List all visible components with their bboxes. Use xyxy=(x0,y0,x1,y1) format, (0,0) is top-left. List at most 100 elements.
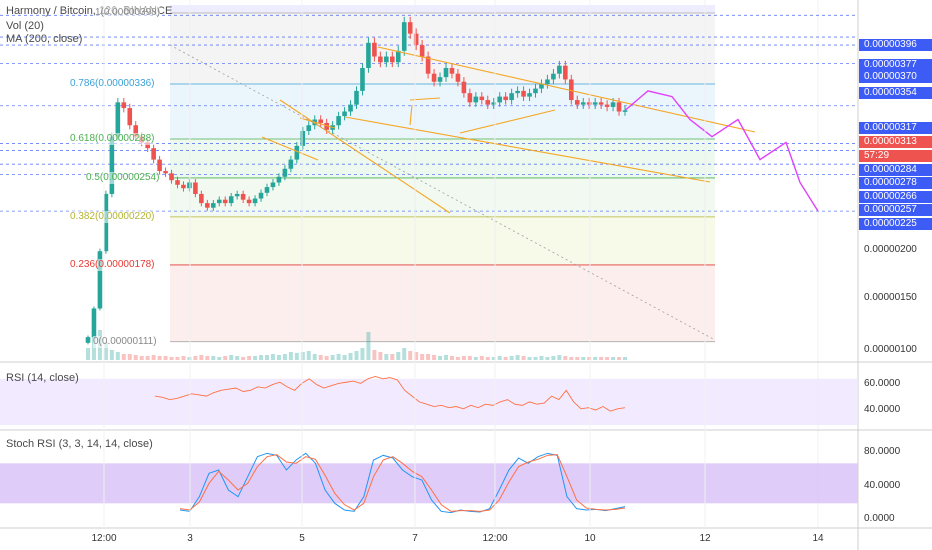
candle-body xyxy=(276,176,282,183)
candle-body xyxy=(539,84,544,89)
volume-bar xyxy=(211,356,216,360)
trendline xyxy=(261,136,319,161)
price-tag[interactable]: 0.00000377 xyxy=(859,59,932,71)
candle-body xyxy=(127,108,133,126)
price-tag[interactable]: 0.00000317 xyxy=(859,122,932,134)
volume-bar xyxy=(623,357,627,360)
candle-body xyxy=(294,145,300,160)
volume-indicator-label[interactable]: Vol (20) xyxy=(6,20,44,32)
stoch-band xyxy=(0,463,858,504)
price-tag[interactable]: 0.00000266 xyxy=(859,191,932,203)
candle-body xyxy=(604,104,610,107)
stoch-line xyxy=(179,452,626,514)
stoch-pane-title[interactable]: Stoch RSI (3, 3, 14, 14, close) xyxy=(6,438,153,450)
volume-bar xyxy=(86,348,90,360)
volume-bar xyxy=(444,355,448,360)
volume-bar xyxy=(563,356,568,360)
candle-body xyxy=(384,56,389,63)
candle-body xyxy=(443,67,449,78)
candle-body xyxy=(282,168,288,177)
volume-bar xyxy=(473,357,478,360)
volume-bar xyxy=(265,355,269,360)
candle-body xyxy=(580,102,586,105)
fib-diagonal xyxy=(169,44,716,341)
volume-bar xyxy=(527,357,532,360)
volume-bar xyxy=(497,356,502,360)
volume-bar xyxy=(247,356,252,360)
candle-body xyxy=(461,81,467,94)
volume-bar xyxy=(432,355,437,360)
candle-body xyxy=(288,159,294,169)
volume-bar xyxy=(324,356,329,360)
price-tag[interactable]: 0.00000370 xyxy=(859,71,932,83)
fib-level-label: 0.786(0.00000336) xyxy=(70,78,155,91)
volume-bar xyxy=(270,354,275,360)
volume-bar xyxy=(581,357,586,360)
volume-bar xyxy=(127,354,132,360)
fib-level-label: 0.618(0.00000288) xyxy=(70,132,155,145)
volume-bar xyxy=(455,357,460,360)
rsi-pane-title[interactable]: RSI (14, close) xyxy=(6,372,79,384)
volume-bar xyxy=(467,356,472,360)
price-tag[interactable]: 0.00000225 xyxy=(859,218,932,230)
candle-body xyxy=(586,102,592,105)
fib-level-label: 0.236(0.00000178) xyxy=(70,258,155,271)
volume-bar xyxy=(145,356,150,360)
volume-bar xyxy=(300,352,305,360)
volume-bar xyxy=(605,357,610,360)
candle-body xyxy=(85,337,91,343)
volume-bar xyxy=(414,352,419,360)
axis-scale-label: 0.00000100 xyxy=(864,344,917,355)
candle-body xyxy=(211,203,216,208)
candle-body xyxy=(479,96,485,101)
candle-body xyxy=(354,90,359,105)
candle-body xyxy=(360,67,365,91)
candle-body xyxy=(378,56,383,63)
candle-body xyxy=(348,104,353,112)
volume-bar xyxy=(485,357,490,360)
volume-bar xyxy=(461,356,466,360)
candle-body xyxy=(169,173,174,181)
price-tag[interactable]: 57:29 xyxy=(859,150,932,162)
volume-bar xyxy=(193,356,198,360)
volume-bar xyxy=(515,355,520,360)
fib-band xyxy=(170,13,715,85)
volume-bar xyxy=(199,355,204,360)
candle-body xyxy=(216,199,222,204)
axis-scale-label: 40.0000 xyxy=(864,404,901,415)
price-tag[interactable]: 0.00000313 xyxy=(859,136,932,148)
candle-body xyxy=(300,130,306,146)
price-tag[interactable]: 0.00000396 xyxy=(859,39,932,51)
price-tag[interactable]: 0.00000284 xyxy=(859,164,932,176)
candle-body xyxy=(425,56,431,74)
candle-body xyxy=(598,102,604,105)
trendline xyxy=(459,109,556,134)
volume-bar xyxy=(157,356,162,360)
candle-body xyxy=(342,111,347,117)
volume-bar xyxy=(282,354,287,360)
trendline xyxy=(299,117,336,129)
axis-scale-label: 40.0000 xyxy=(864,480,901,491)
volume-bar xyxy=(235,356,240,360)
price-tag[interactable]: 0.00000354 xyxy=(859,87,932,99)
time-axis-label: 14 xyxy=(812,533,824,544)
candle-body xyxy=(193,182,198,194)
candle-body xyxy=(252,198,258,204)
candle-body xyxy=(121,102,127,109)
volume-bar xyxy=(187,357,192,360)
price-tag[interactable]: 0.00000278 xyxy=(859,177,932,189)
candle-body xyxy=(521,90,526,97)
candle-body xyxy=(557,65,562,74)
volume-bar xyxy=(521,356,526,360)
candle-body xyxy=(258,192,264,199)
candle-body xyxy=(497,96,502,103)
rsi-band xyxy=(0,378,858,425)
volume-bar xyxy=(449,356,454,360)
price-tag[interactable]: 0.00000257 xyxy=(859,204,932,216)
candle-body xyxy=(115,102,121,137)
candle-body xyxy=(485,100,491,105)
candle-body xyxy=(491,102,497,105)
ma-indicator-label[interactable]: MA (200, close) xyxy=(6,33,83,45)
candle-body xyxy=(574,100,580,105)
